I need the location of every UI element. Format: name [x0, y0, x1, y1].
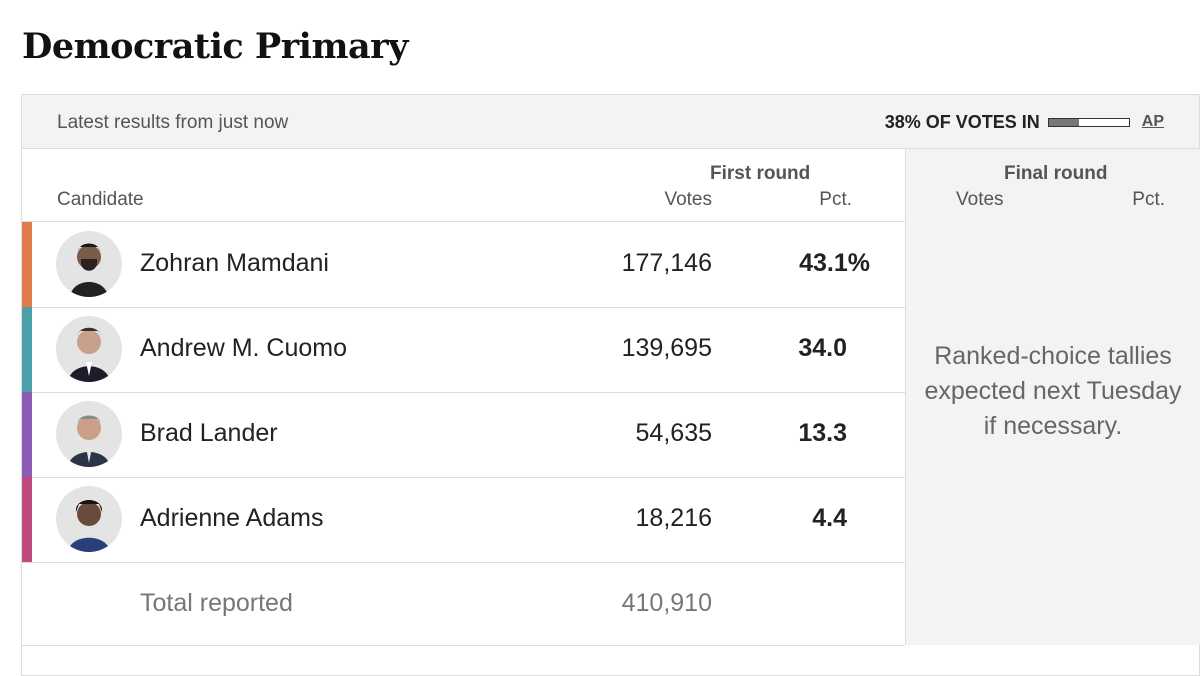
status-bar: Latest results from just now 38% OF VOTE…	[22, 95, 1199, 149]
candidate-color-stripe	[22, 392, 32, 477]
candidate-name: Adrienne Adams	[140, 504, 324, 532]
header-final-votes: Votes	[956, 189, 1004, 210]
table-row: Andrew M. Cuomo 139,695 34.0	[22, 307, 905, 393]
table-row: Zohran Mamdani 177,146 43.1%	[22, 222, 905, 308]
candidate-name: Brad Lander	[140, 419, 278, 447]
ranked-choice-note: Ranked-choice tallies expected next Tues…	[924, 342, 1182, 440]
candidate-avatar	[56, 231, 122, 297]
votes-in-label: 38% OF VOTES IN	[884, 111, 1040, 132]
person-icon	[68, 500, 110, 552]
header-final-pct: Pct.	[1132, 189, 1165, 210]
page-title: Democratic Primary	[22, 26, 408, 67]
total-votes: 410,910	[621, 589, 712, 617]
column-header-row: Candidate First round Votes Pct.	[22, 149, 905, 222]
candidate-name: Zohran Mamdani	[140, 249, 329, 277]
total-row: Total reported 410,910	[22, 562, 905, 646]
candidate-name: Andrew M. Cuomo	[140, 334, 348, 362]
candidate-pct: 34.0	[798, 334, 847, 362]
header-candidate: Candidate	[57, 189, 144, 210]
person-icon	[70, 243, 108, 297]
candidate-pct: 4.4	[812, 504, 847, 532]
header-first-pct: Pct.	[819, 189, 852, 210]
votes-in-progress-bar	[1047, 117, 1130, 127]
candidate-pct: 13.3	[798, 419, 847, 447]
candidate-avatar	[56, 316, 122, 382]
candidate-avatar	[56, 401, 122, 467]
votes-in-indicator: 38% OF VOTES IN AP	[885, 111, 1164, 133]
candidate-pct: 43.1%	[799, 249, 870, 277]
person-icon	[68, 415, 110, 467]
source-link[interactable]: AP	[1141, 113, 1164, 130]
latest-results-text: Latest results from just now	[57, 112, 289, 133]
candidate-votes: 177,146	[621, 249, 712, 277]
progress-fill	[1048, 118, 1080, 126]
person-icon	[68, 327, 110, 382]
candidate-color-stripe	[22, 307, 32, 392]
table-row: Adrienne Adams 18,216 4.4	[22, 477, 905, 563]
final-round-column: Final round Votes Pct. Ranked-choice tal…	[905, 149, 1200, 645]
candidate-votes: 54,635	[635, 419, 712, 447]
candidate-avatar	[56, 486, 122, 552]
candidate-color-stripe	[22, 477, 32, 562]
header-final-round: Final round	[1004, 163, 1108, 184]
candidate-color-stripe	[22, 222, 32, 307]
candidate-votes: 18,216	[635, 504, 712, 532]
table-row: Brad Lander 54,635 13.3	[22, 392, 905, 478]
results-table: Latest results from just now 38% OF VOTE…	[21, 94, 1200, 676]
header-first-round: First round	[710, 163, 811, 184]
header-first-votes: Votes	[664, 189, 712, 210]
candidate-votes: 139,695	[621, 334, 712, 362]
total-label: Total reported	[140, 589, 293, 617]
